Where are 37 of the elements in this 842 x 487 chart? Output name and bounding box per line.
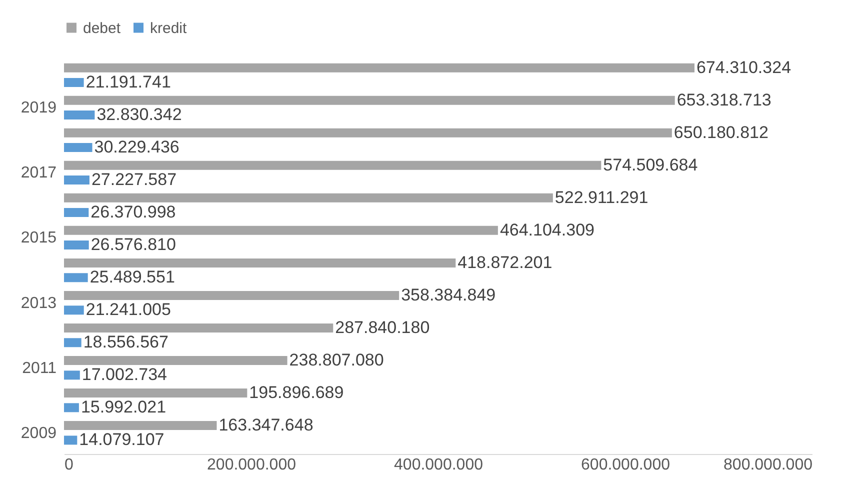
data-label: 21.191.741	[86, 72, 171, 92]
data-label: 287.840.180	[335, 318, 430, 337]
data-label: 26.370.998	[90, 202, 176, 222]
data-label: 17.002.734	[82, 365, 167, 384]
data-label: 464.104.309	[500, 220, 594, 240]
y-tick-label: 2011	[22, 360, 57, 377]
y-tick-label: 2009	[20, 424, 57, 442]
legend-label: kredit	[150, 20, 188, 37]
y-tick-label: 2019	[20, 100, 57, 117]
data-label: 574.509.684	[603, 155, 698, 174]
data-label: 15.992.021	[80, 398, 166, 417]
y-tick-label: 2017	[20, 164, 57, 182]
data-label: 163.347.648	[218, 416, 314, 435]
x-tick-label: 400.000.000	[394, 456, 484, 474]
data-label: 32.830.342	[96, 104, 182, 124]
data-label: 674.310.324	[696, 58, 792, 77]
data-label: 27.227.587	[91, 170, 177, 190]
data-label: 522.911.291	[554, 188, 648, 207]
data-label: 418.872.201	[458, 252, 552, 272]
data-label: 358.384.849	[401, 285, 496, 304]
data-label: 26.576.810	[90, 235, 176, 254]
data-label: 238.807.080	[289, 350, 384, 370]
data-label: 18.556.567	[83, 332, 168, 352]
data-label: 650.180.812	[674, 122, 768, 142]
data-label: 30.229.436	[94, 137, 180, 156]
legend-label: debet	[83, 20, 122, 37]
x-tick-label: 800.000.000	[724, 456, 813, 474]
data-label: 21.241.005	[86, 300, 171, 320]
data-label: 653.318.713	[676, 90, 772, 110]
x-tick-label: 200.000.000	[207, 456, 296, 474]
x-tick-label: 0	[64, 456, 74, 474]
data-label: 195.896.689	[249, 383, 344, 402]
data-label: 14.079.107	[79, 430, 164, 450]
y-tick-label: 2013	[20, 294, 57, 312]
x-tick-label: 600.000.000	[581, 456, 670, 474]
y-tick-label: 2015	[20, 230, 57, 247]
data-label: 25.489.551	[90, 268, 175, 287]
